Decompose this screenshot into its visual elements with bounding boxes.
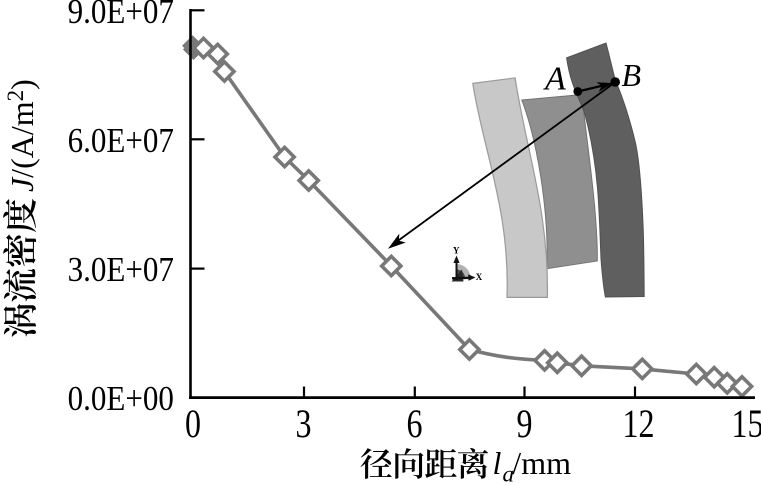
svg-text:X: X <box>476 272 483 282</box>
svg-text:9.0E+07: 9.0E+07 <box>68 0 174 31</box>
svg-text:0.0E+00: 0.0E+00 <box>68 381 174 419</box>
svg-text:J: J <box>4 176 40 192</box>
svg-text:3.0E+07: 3.0E+07 <box>68 252 174 290</box>
svg-text:0: 0 <box>185 402 201 446</box>
svg-text:15: 15 <box>732 402 761 446</box>
svg-text:6.0E+07: 6.0E+07 <box>68 122 174 160</box>
svg-text:3: 3 <box>296 402 312 446</box>
svg-text:Y: Y <box>453 246 460 256</box>
svg-text:12: 12 <box>622 402 654 446</box>
svg-text:2: 2 <box>3 90 28 102</box>
svg-text:/(A/m: /(A/m <box>4 101 40 178</box>
svg-text:): ) <box>4 79 40 90</box>
svg-text:9: 9 <box>516 402 532 446</box>
svg-text:l: l <box>493 445 502 481</box>
svg-text:a: a <box>503 462 515 485</box>
svg-text:A: A <box>543 61 566 98</box>
svg-text:/mm: /mm <box>512 445 571 481</box>
svg-text:6: 6 <box>406 402 422 446</box>
svg-text:B: B <box>622 57 642 93</box>
